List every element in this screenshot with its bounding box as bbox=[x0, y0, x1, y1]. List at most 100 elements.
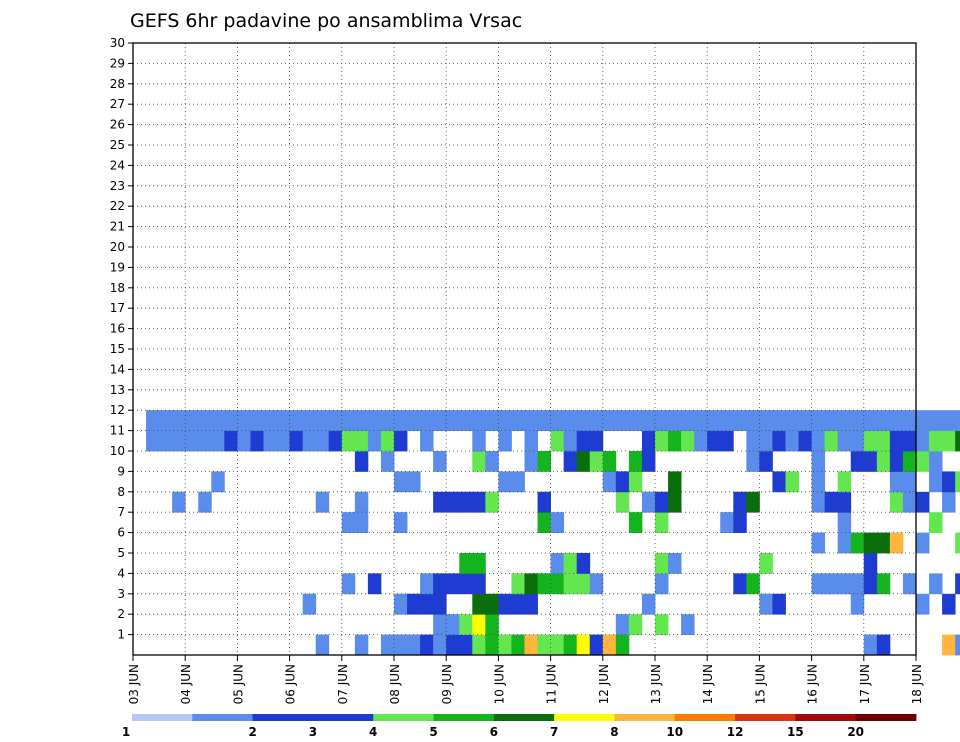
heatmap-cell bbox=[341, 410, 356, 431]
y-tick-label: 14 bbox=[110, 362, 125, 376]
x-tick-label: 07 JUN bbox=[336, 664, 350, 704]
colorbar-swatch bbox=[735, 714, 796, 721]
heatmap-cell bbox=[550, 553, 565, 574]
heatmap-cell bbox=[916, 593, 930, 615]
heatmap-cell bbox=[485, 491, 499, 513]
heatmap-cell bbox=[863, 634, 878, 656]
heatmap-cell bbox=[863, 451, 878, 472]
colorbar-label: 12 bbox=[727, 725, 744, 739]
heatmap-cell bbox=[811, 430, 826, 452]
heatmap-cell bbox=[237, 410, 251, 431]
heatmap-cell bbox=[655, 573, 669, 595]
heatmap-cell bbox=[811, 451, 826, 472]
y-tick-label: 9 bbox=[117, 464, 125, 478]
heatmap-cell bbox=[837, 532, 852, 554]
heatmap-cell bbox=[198, 410, 212, 431]
heatmap-cell bbox=[472, 410, 486, 431]
y-tick-label: 15 bbox=[110, 342, 125, 356]
heatmap-cell bbox=[524, 634, 538, 656]
heatmap-cell bbox=[315, 410, 330, 431]
colorbar-label: 5 bbox=[429, 725, 437, 739]
heatmap-cell bbox=[589, 573, 604, 595]
heatmap-cell bbox=[589, 410, 604, 431]
colorbar-label: 10 bbox=[666, 725, 683, 739]
heatmap-cell bbox=[655, 614, 669, 635]
heatmap-cell bbox=[668, 491, 682, 513]
y-tick-label: 17 bbox=[110, 301, 125, 315]
y-tick-label: 16 bbox=[110, 322, 125, 336]
heatmap-cell bbox=[811, 532, 826, 554]
heatmap-cell bbox=[224, 410, 238, 431]
heatmap-cell bbox=[902, 430, 917, 452]
x-tick-label: 15 JUN bbox=[753, 664, 767, 704]
colorbar-swatch bbox=[373, 714, 434, 721]
heatmap-cell bbox=[837, 430, 852, 452]
y-tick-label: 29 bbox=[110, 56, 125, 70]
heatmap-cell bbox=[824, 410, 839, 431]
y-tick-label: 4 bbox=[117, 566, 125, 580]
x-tick-label: 18 JUN bbox=[910, 664, 924, 704]
heatmap-cell bbox=[955, 532, 960, 554]
heatmap-cell bbox=[772, 593, 786, 615]
heatmap-cell bbox=[394, 430, 408, 452]
heatmap-cell bbox=[902, 471, 917, 493]
heatmap-cell bbox=[733, 573, 747, 595]
heatmap-cell bbox=[759, 553, 773, 574]
heatmap-cell bbox=[942, 471, 956, 493]
heatmap-cell bbox=[341, 512, 356, 533]
heatmap-cell bbox=[759, 451, 773, 472]
heatmap-cell bbox=[420, 634, 434, 656]
colorbar-label: 8 bbox=[610, 725, 618, 739]
heatmap-cell bbox=[707, 430, 721, 452]
heatmap-cell bbox=[446, 491, 460, 513]
colorbar-swatch bbox=[795, 714, 857, 721]
heatmap-cell bbox=[537, 573, 551, 595]
heatmap-cell bbox=[263, 430, 277, 452]
y-tick-label: 20 bbox=[110, 240, 125, 254]
heatmap-cell bbox=[916, 532, 930, 554]
heatmap-cell bbox=[459, 634, 473, 656]
heatmap-cell bbox=[498, 634, 512, 656]
heatmap-cell bbox=[707, 410, 721, 431]
heatmap-cell bbox=[942, 430, 956, 452]
heatmap-cell bbox=[394, 593, 408, 615]
heatmap-cell bbox=[276, 410, 290, 431]
heatmap-cell bbox=[380, 430, 395, 452]
heatmap-cell bbox=[407, 410, 421, 431]
y-tick-label: 11 bbox=[110, 424, 125, 438]
heatmap-cell bbox=[811, 410, 826, 431]
heatmap-cell bbox=[850, 410, 865, 431]
heatmap-cell bbox=[576, 634, 591, 656]
heatmap-cell bbox=[615, 471, 630, 493]
heatmap-cell bbox=[446, 614, 460, 635]
heatmap-cell bbox=[537, 512, 551, 533]
heatmap-cell bbox=[472, 614, 486, 635]
heatmap-cell bbox=[250, 430, 264, 452]
heatmap-cell bbox=[889, 471, 904, 493]
colorbar: 1 2 3 4 5 6 7 8 10 12 15 20 bbox=[122, 714, 917, 739]
heatmap-cell bbox=[315, 491, 330, 513]
y-tick-label: 6 bbox=[117, 526, 125, 540]
heatmap-cell bbox=[641, 451, 656, 472]
colorbar-label: 4 bbox=[369, 725, 377, 739]
colorbar-swatch bbox=[252, 714, 314, 721]
heatmap-cell bbox=[576, 451, 591, 472]
heatmap-cell bbox=[394, 634, 408, 656]
heatmap-cell bbox=[772, 430, 786, 452]
heatmap-cell bbox=[563, 573, 578, 595]
heatmap-cell bbox=[563, 430, 578, 452]
heatmap-cell bbox=[511, 410, 525, 431]
heatmap-cell bbox=[929, 471, 943, 493]
heatmap-cell bbox=[198, 430, 212, 452]
heatmap-cell bbox=[837, 512, 852, 533]
y-tick-label: 2 bbox=[117, 607, 125, 621]
heatmap-cell bbox=[863, 553, 878, 574]
y-tick-label: 22 bbox=[110, 199, 125, 213]
heatmap-cell bbox=[785, 471, 799, 493]
heatmap-cell bbox=[850, 532, 865, 554]
heatmap-cell bbox=[876, 532, 891, 554]
heatmap-cell bbox=[628, 614, 643, 635]
heatmap-cell bbox=[759, 430, 773, 452]
heatmap-cell bbox=[863, 410, 878, 431]
heatmap-cell bbox=[615, 634, 630, 656]
